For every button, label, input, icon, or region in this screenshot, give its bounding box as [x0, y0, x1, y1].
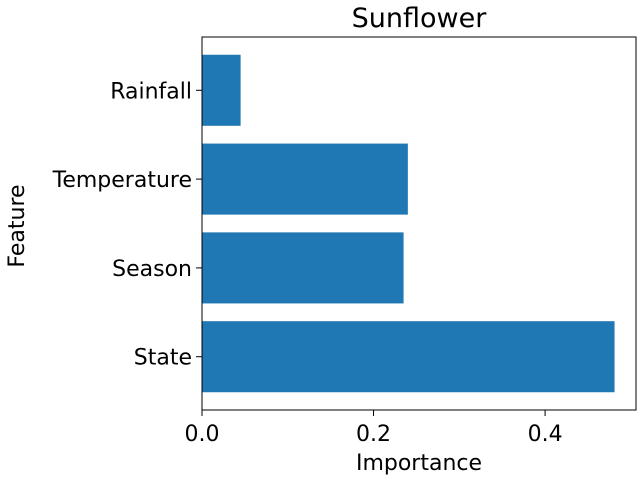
y-tick-label-temperature: Temperature [52, 168, 192, 193]
y-axis-label: Feature [5, 184, 30, 267]
bar-rainfall [202, 54, 241, 126]
y-tick-label-season: Season [112, 257, 192, 282]
y-ticks-group: State Season Temperature Rainfall [52, 79, 202, 371]
x-tick-label: 0.2 [356, 422, 391, 447]
y-tick-label-rainfall: Rainfall [110, 79, 192, 104]
chart-title: Sunflower [352, 3, 488, 34]
x-tick-label: 0.4 [528, 422, 563, 447]
plot-frame [201, 36, 637, 411]
bar-season [202, 232, 404, 304]
x-ticks-group: 0.0 0.2 0.4 [185, 410, 563, 447]
bar-temperature [202, 143, 408, 215]
bars-group [202, 54, 615, 393]
bar-state [202, 321, 615, 393]
x-axis-label: Importance [356, 451, 482, 476]
x-tick-label: 0.0 [185, 422, 220, 447]
y-tick-label-state: State [134, 346, 192, 371]
